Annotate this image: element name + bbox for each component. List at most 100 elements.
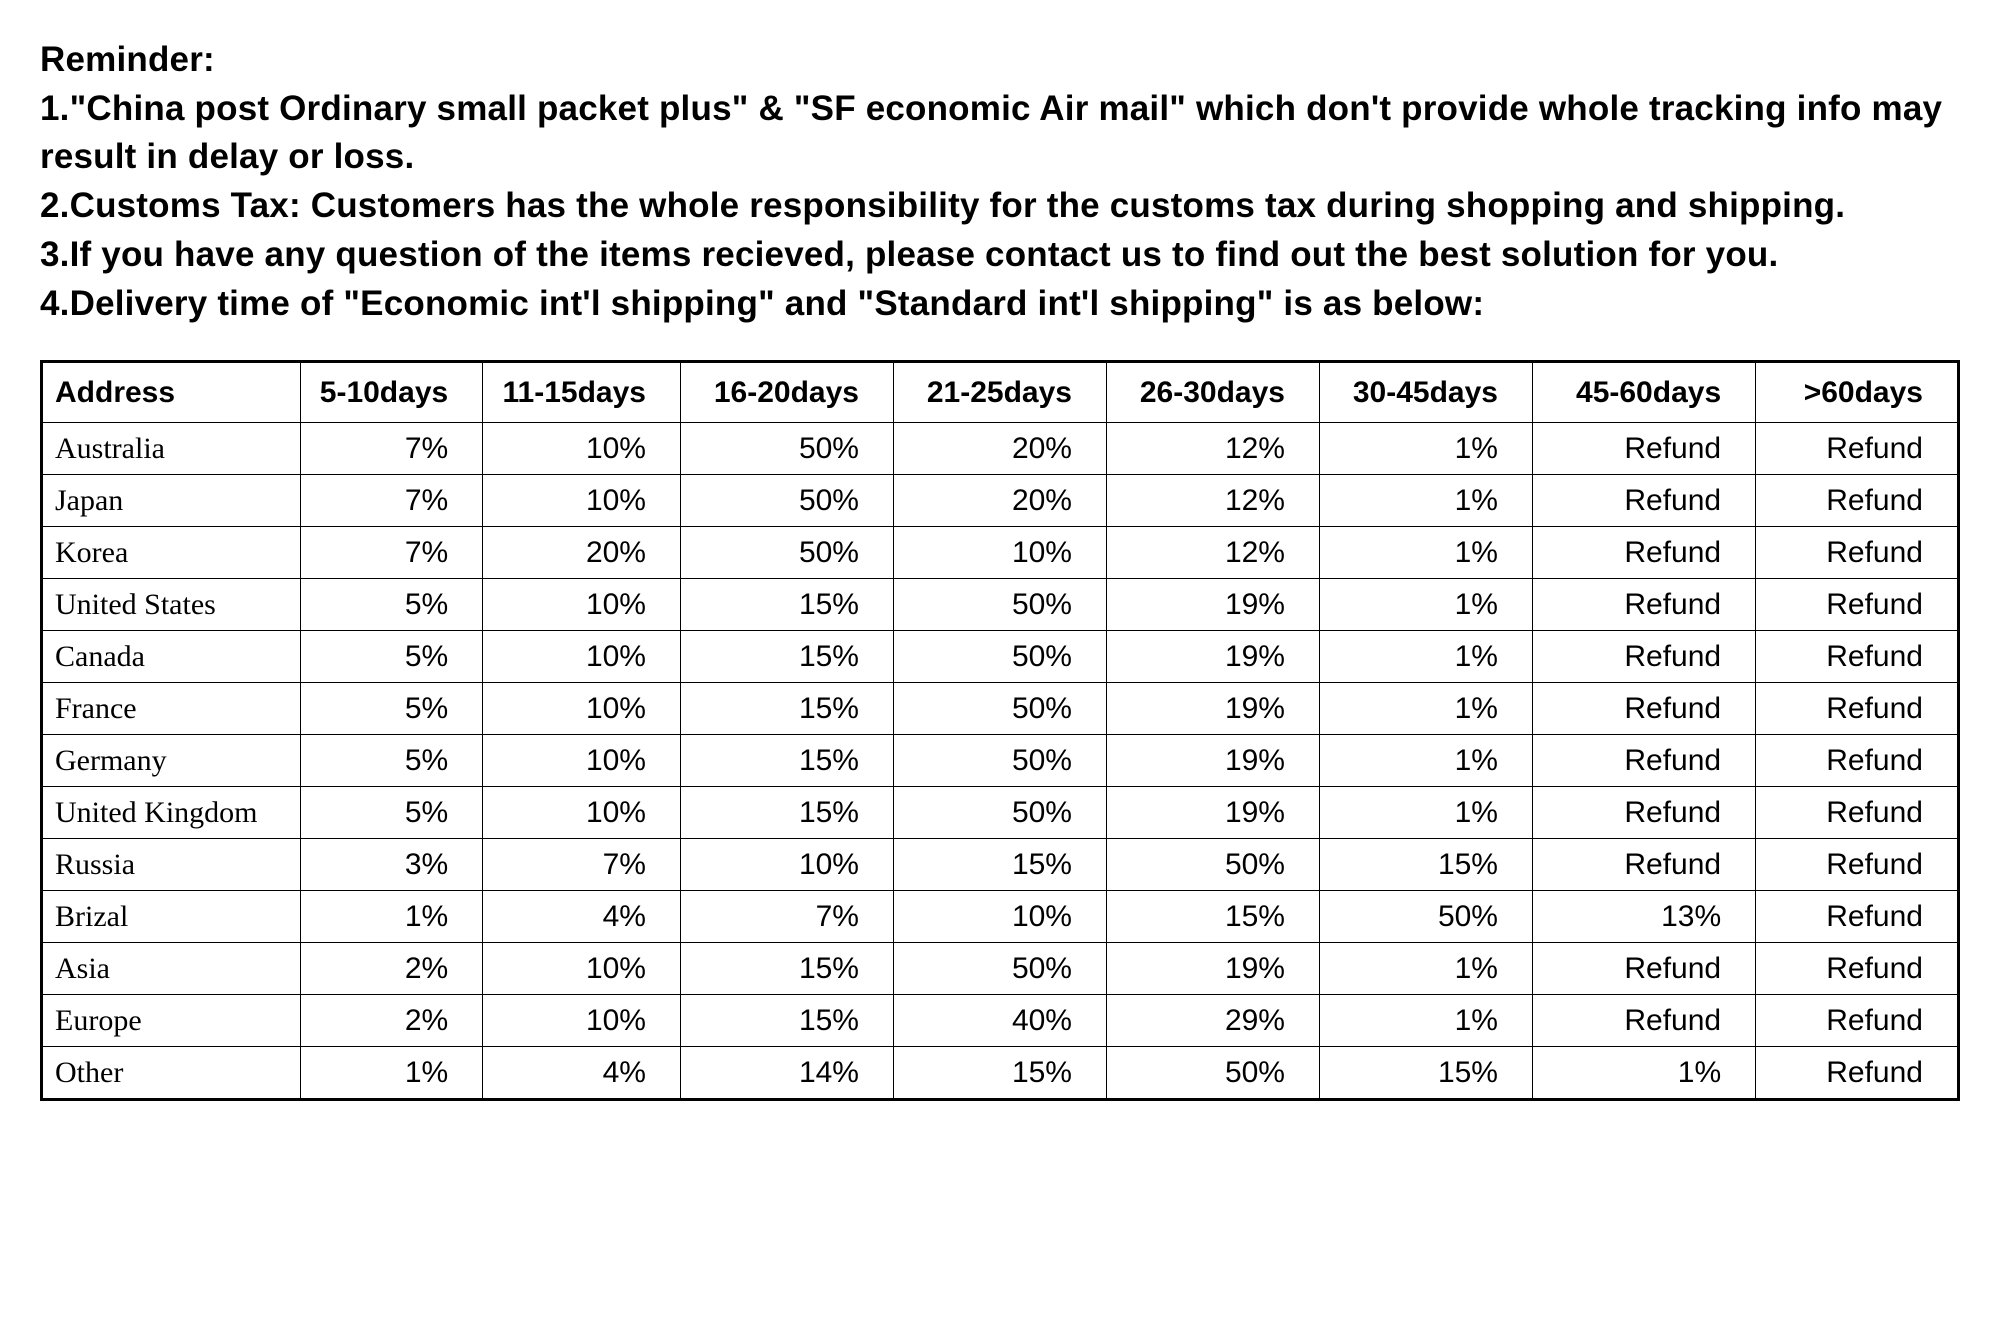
cell-value: 15% xyxy=(680,786,893,838)
cell-value: Refund xyxy=(1532,630,1755,682)
table-row: Australia7%10%50%20%12%1%RefundRefund xyxy=(42,422,1959,474)
cell-value: 15% xyxy=(893,1046,1106,1099)
cell-value: Refund xyxy=(1532,838,1755,890)
shipping-table-col-5: 26-30days xyxy=(1106,361,1319,422)
cell-value: 3% xyxy=(300,838,483,890)
cell-value: 7% xyxy=(300,474,483,526)
cell-value: 40% xyxy=(893,994,1106,1046)
cell-value: 1% xyxy=(1319,734,1532,786)
cell-value: Refund xyxy=(1756,786,1959,838)
cell-value: 1% xyxy=(300,890,483,942)
cell-address: United Kingdom xyxy=(42,786,301,838)
cell-value: 1% xyxy=(1319,682,1532,734)
cell-value: Refund xyxy=(1756,838,1959,890)
page: Reminder: 1."China post Ordinary small p… xyxy=(0,0,2000,1141)
cell-address: France xyxy=(42,682,301,734)
cell-address: Other xyxy=(42,1046,301,1099)
cell-value: Refund xyxy=(1532,526,1755,578)
cell-value: 10% xyxy=(483,474,681,526)
table-row: Canada5%10%15%50%19%1%RefundRefund xyxy=(42,630,1959,682)
cell-value: 1% xyxy=(1319,994,1532,1046)
cell-value: 4% xyxy=(483,890,681,942)
cell-value: Refund xyxy=(1532,734,1755,786)
cell-value: 1% xyxy=(1319,786,1532,838)
cell-value: 19% xyxy=(1106,786,1319,838)
cell-value: 50% xyxy=(893,942,1106,994)
cell-value: Refund xyxy=(1756,474,1959,526)
cell-address: Australia xyxy=(42,422,301,474)
shipping-table-header-row: Address5-10days11-15days16-20days21-25da… xyxy=(42,361,1959,422)
cell-value: Refund xyxy=(1756,682,1959,734)
cell-address: Asia xyxy=(42,942,301,994)
cell-value: 1% xyxy=(1319,526,1532,578)
cell-value: 20% xyxy=(893,474,1106,526)
cell-value: 20% xyxy=(483,526,681,578)
table-row: United States5%10%15%50%19%1%RefundRefun… xyxy=(42,578,1959,630)
cell-value: 4% xyxy=(483,1046,681,1099)
cell-value: 7% xyxy=(680,890,893,942)
table-row: Korea7%20%50%10%12%1%RefundRefund xyxy=(42,526,1959,578)
cell-value: Refund xyxy=(1532,422,1755,474)
cell-value: Refund xyxy=(1532,786,1755,838)
reminder-line-4: 4.Delivery time of "Economic int'l shipp… xyxy=(40,280,1960,327)
cell-value: 50% xyxy=(893,630,1106,682)
table-row: France5%10%15%50%19%1%RefundRefund xyxy=(42,682,1959,734)
cell-value: 15% xyxy=(680,942,893,994)
cell-value: 1% xyxy=(1319,942,1532,994)
cell-value: Refund xyxy=(1756,578,1959,630)
table-row: Europe2%10%15%40%29%1%RefundRefund xyxy=(42,994,1959,1046)
reminder-block: Reminder: 1."China post Ordinary small p… xyxy=(40,36,1960,328)
cell-value: Refund xyxy=(1756,734,1959,786)
cell-value: 5% xyxy=(300,630,483,682)
cell-value: 13% xyxy=(1532,890,1755,942)
cell-value: 10% xyxy=(483,942,681,994)
cell-value: 10% xyxy=(483,422,681,474)
cell-value: 10% xyxy=(483,994,681,1046)
cell-value: 50% xyxy=(893,734,1106,786)
cell-value: 50% xyxy=(680,526,893,578)
cell-value: 19% xyxy=(1106,682,1319,734)
cell-value: 2% xyxy=(300,942,483,994)
shipping-table-body: Australia7%10%50%20%12%1%RefundRefundJap… xyxy=(42,422,1959,1099)
cell-value: 10% xyxy=(893,526,1106,578)
cell-value: 10% xyxy=(483,630,681,682)
cell-value: 15% xyxy=(1319,838,1532,890)
shipping-table-head: Address5-10days11-15days16-20days21-25da… xyxy=(42,361,1959,422)
cell-value: 15% xyxy=(893,838,1106,890)
shipping-table-col-4: 21-25days xyxy=(893,361,1106,422)
table-row: Russia3%7%10%15%50%15%RefundRefund xyxy=(42,838,1959,890)
cell-value: 19% xyxy=(1106,578,1319,630)
reminder-line-1: 1."China post Ordinary small packet plus… xyxy=(40,85,1960,180)
cell-value: Refund xyxy=(1756,1046,1959,1099)
cell-value: 10% xyxy=(483,682,681,734)
cell-value: Refund xyxy=(1756,942,1959,994)
cell-value: Refund xyxy=(1756,630,1959,682)
table-row: Japan7%10%50%20%12%1%RefundRefund xyxy=(42,474,1959,526)
cell-value: Refund xyxy=(1756,994,1959,1046)
cell-value: 15% xyxy=(680,994,893,1046)
cell-value: 19% xyxy=(1106,630,1319,682)
table-row: United Kingdom5%10%15%50%19%1%RefundRefu… xyxy=(42,786,1959,838)
cell-value: 19% xyxy=(1106,734,1319,786)
cell-value: 1% xyxy=(1319,474,1532,526)
cell-value: 20% xyxy=(893,422,1106,474)
cell-value: 1% xyxy=(300,1046,483,1099)
cell-value: 19% xyxy=(1106,942,1319,994)
cell-value: 5% xyxy=(300,578,483,630)
cell-value: 29% xyxy=(1106,994,1319,1046)
cell-value: Refund xyxy=(1756,422,1959,474)
cell-value: 10% xyxy=(483,578,681,630)
cell-value: Refund xyxy=(1532,994,1755,1046)
cell-value: Refund xyxy=(1532,474,1755,526)
shipping-table-col-3: 16-20days xyxy=(680,361,893,422)
cell-address: Canada xyxy=(42,630,301,682)
cell-value: 1% xyxy=(1319,578,1532,630)
table-row: Germany5%10%15%50%19%1%RefundRefund xyxy=(42,734,1959,786)
cell-value: Refund xyxy=(1532,682,1755,734)
cell-value: 10% xyxy=(893,890,1106,942)
cell-address: Russia xyxy=(42,838,301,890)
cell-value: 15% xyxy=(680,682,893,734)
cell-value: 12% xyxy=(1106,526,1319,578)
cell-value: 2% xyxy=(300,994,483,1046)
cell-value: 7% xyxy=(300,422,483,474)
